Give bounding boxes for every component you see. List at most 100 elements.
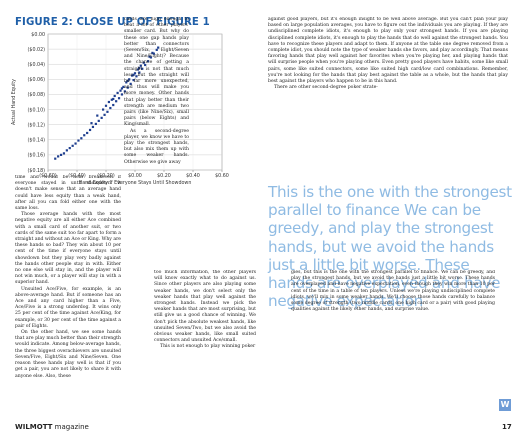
data-point (90, 122, 93, 125)
data-point (103, 113, 106, 116)
data-point (110, 98, 113, 101)
data-point (157, 46, 160, 49)
data-point (151, 51, 154, 54)
data-point (142, 61, 145, 64)
y-tick-label: ($0.10) (28, 107, 46, 113)
figure-title: FIGURE 2: CLOSE UP OF FIGURE 1 (15, 17, 210, 28)
data-point (132, 78, 135, 82)
column-2-top: cards are high enough to beat a lot of o… (124, 17, 189, 185)
data-point (83, 134, 86, 137)
data-point (91, 125, 95, 129)
paragraph: against good players, but it's enough in… (268, 17, 508, 85)
y-tick-label: ($0.02) (28, 47, 46, 53)
paragraph: cards are high enough to beat a lot of o… (124, 17, 189, 128)
data-point (148, 55, 151, 58)
data-point (141, 67, 144, 70)
data-point (57, 155, 60, 158)
paragraph: time and would be near breakeven if ever… (15, 175, 121, 212)
y-tick-label: ($0.04) (28, 62, 46, 68)
data-point (97, 119, 100, 122)
x-tick-label: ($0.60) (39, 173, 57, 179)
paragraph: Unsuited Ace/Five, for example, is an ab… (15, 286, 121, 329)
y-tick-label: ($0.14) (28, 138, 46, 144)
data-point (80, 137, 83, 140)
data-point (146, 60, 150, 63)
data-point (71, 144, 74, 147)
data-point (138, 66, 141, 70)
data-point (107, 100, 110, 104)
y-tick-label: ($0.12) (28, 122, 46, 128)
data-point (62, 152, 66, 155)
data-point (77, 139, 80, 142)
data-point (115, 100, 118, 103)
data-point (100, 116, 103, 119)
data-point (155, 48, 158, 51)
x-tick-label: $0.60 (215, 173, 229, 179)
data-point (135, 75, 138, 78)
y-axis-label: Actual Hand Equity (11, 79, 17, 125)
y-tick-label: ($0.06) (28, 77, 46, 83)
data-point (120, 93, 124, 96)
data-point (139, 64, 142, 67)
data-point (96, 114, 99, 117)
data-point (131, 74, 134, 77)
data-point (138, 71, 141, 74)
data-point (126, 79, 129, 82)
column-3-top: against good players, but it's enough in… (268, 17, 508, 185)
data-point (119, 89, 122, 92)
data-point (129, 82, 132, 85)
data-point (126, 86, 129, 89)
paragraph: too much information, the other players … (154, 270, 256, 344)
data-point (152, 52, 155, 55)
x-tick-label: $0.00 (128, 173, 142, 179)
data-point (102, 108, 105, 111)
data-point (128, 78, 131, 81)
x-tick-label: $0.40 (186, 173, 200, 179)
data-point (116, 91, 119, 95)
data-point (113, 94, 116, 98)
data-point (133, 72, 137, 75)
data-point (144, 63, 147, 67)
x-tick-label: $0.20 (157, 173, 171, 179)
magazine-name: WILMOTT (15, 423, 53, 431)
data-point (132, 73, 135, 76)
data-point (117, 97, 121, 100)
data-point (59, 153, 63, 156)
footer-brand: WILMOTT magazine (15, 423, 89, 431)
x-axis-label: Hand Equity If Everyone Stays Until Show… (79, 180, 192, 186)
data-point (88, 128, 92, 132)
data-point (112, 97, 115, 101)
data-point (120, 87, 124, 90)
data-point (125, 81, 128, 84)
column-3-bottom: gies, but this is the one with the stron… (291, 270, 495, 413)
paragraph: There are other second-degree poker stra… (274, 85, 378, 91)
x-tick-label: ($0.40) (68, 173, 86, 179)
data-point (122, 85, 125, 88)
y-tick-label: ($0.18) (28, 168, 46, 174)
data-point (109, 106, 112, 110)
data-point (123, 90, 126, 93)
data-point (136, 68, 139, 71)
paragraph: On the other hand, we see some hands tha… (15, 330, 121, 379)
paragraph: As a second-degree player, we know we ha… (124, 128, 189, 165)
data-point (65, 149, 68, 152)
y-tick-label: $0.00 (31, 32, 45, 38)
data-point (94, 122, 97, 126)
data-point (104, 104, 108, 107)
data-point (149, 56, 153, 59)
pull-quote: This is the one with the strongest paral… (268, 183, 512, 311)
y-tick-label: ($0.08) (28, 92, 46, 98)
data-point (112, 103, 115, 107)
data-point (74, 142, 77, 145)
page-number: 17 (502, 423, 512, 431)
data-point (106, 110, 109, 113)
data-point (86, 131, 89, 135)
paragraph: This is not enough to play winning poker (160, 344, 256, 350)
column-1: time and would be near breakeven if ever… (15, 175, 121, 413)
data-point (68, 146, 71, 150)
scatter-chart: $0.00 ($0.02) ($0.04) ($0.06) ($0.08) ($0.10)… (11, 32, 229, 186)
paragraph: gies, but this is the one with the stron… (291, 270, 495, 313)
data-point (54, 157, 57, 160)
w-logo-badge: W (499, 399, 511, 411)
